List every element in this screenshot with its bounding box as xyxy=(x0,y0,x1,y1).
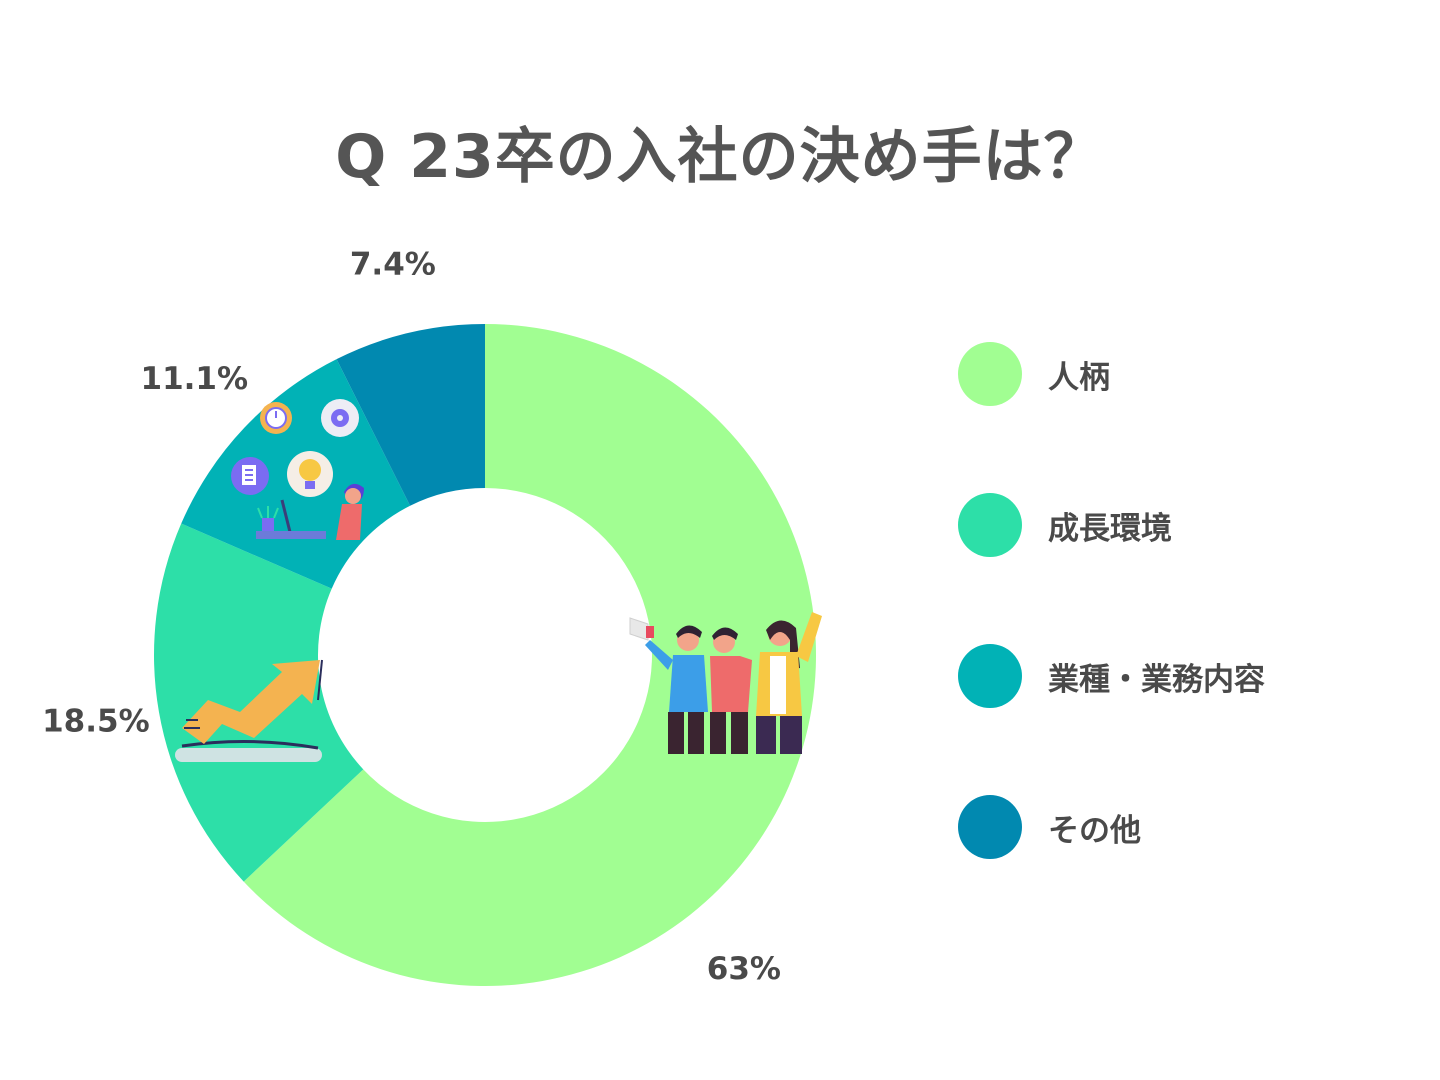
legend-item-3: 業種・業務内容 xyxy=(958,644,1265,708)
legend-swatch xyxy=(958,644,1022,708)
donut-slice-4 xyxy=(336,324,485,506)
legend-item-2: 成長環境 xyxy=(958,493,1265,557)
slice-labels: 63% 18.5% 11.1% 7.4% xyxy=(42,246,781,987)
slice-value-label-4: 7.4% xyxy=(350,246,436,282)
growth-arrow-illustration xyxy=(175,659,323,762)
legend-swatch xyxy=(958,493,1022,557)
workspace-illustration xyxy=(231,399,364,540)
legend-swatch xyxy=(958,342,1022,406)
slice-value-label-2: 18.5% xyxy=(42,703,150,739)
team-people-illustration xyxy=(629,612,822,754)
legend-label: その他 xyxy=(1048,812,1141,849)
donut-slices xyxy=(154,324,817,987)
legend-label: 成長環境 xyxy=(1048,510,1172,547)
slice-value-label-1: 63% xyxy=(707,951,781,987)
chart-title: Q 23卒の入社の決め手は？ xyxy=(335,122,1105,192)
legend-item-1: 人柄 xyxy=(958,342,1265,406)
legend-label: 業種・業務内容 xyxy=(1048,661,1265,698)
legend-item-4: その他 xyxy=(958,795,1265,859)
slice-value-label-3: 11.1% xyxy=(141,361,249,397)
legend-swatch xyxy=(958,795,1022,859)
legend-label: 人柄 xyxy=(1048,359,1110,396)
legend: 人柄成長環境業種・業務内容 その他 xyxy=(958,342,1265,946)
donut-slice-1 xyxy=(243,324,817,987)
